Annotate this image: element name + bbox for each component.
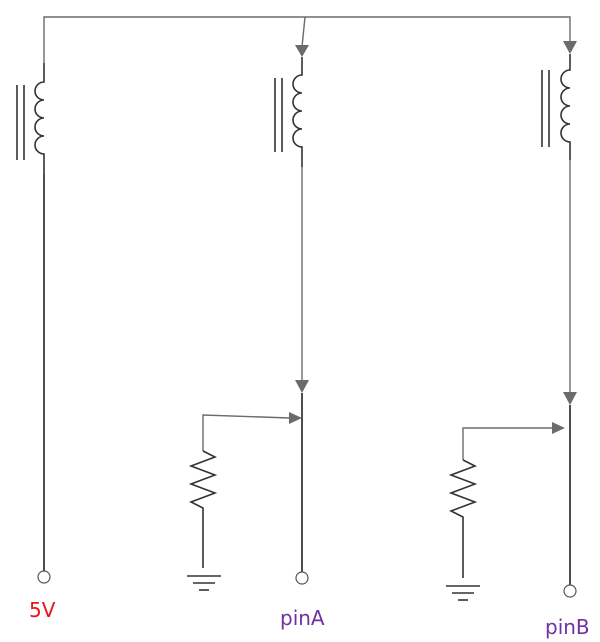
inductor-pina: [274, 57, 303, 167]
terminal-5v[interactable]: [37, 570, 51, 584]
arrow-mid-pina: [295, 380, 309, 393]
inductor-pinb: [541, 54, 571, 160]
label-5v: 5V: [29, 598, 56, 622]
arrow-mid-pinb: [563, 392, 577, 405]
resistor-branch-pinb: [448, 422, 565, 578]
arrow-top-pina: [295, 45, 309, 57]
terminal-pina[interactable]: [295, 571, 309, 585]
resistor-branch-pina: [188, 412, 302, 568]
top-bus-wire: [43, 16, 571, 63]
label-pina: pinA: [280, 606, 325, 630]
arrow-top-pinb: [563, 41, 577, 54]
terminal-pinb[interactable]: [563, 584, 577, 598]
ground-pina: [187, 575, 221, 591]
label-pinb: pinB: [545, 615, 590, 639]
inductor-5v: [16, 63, 45, 174]
ground-pinb: [446, 585, 480, 601]
